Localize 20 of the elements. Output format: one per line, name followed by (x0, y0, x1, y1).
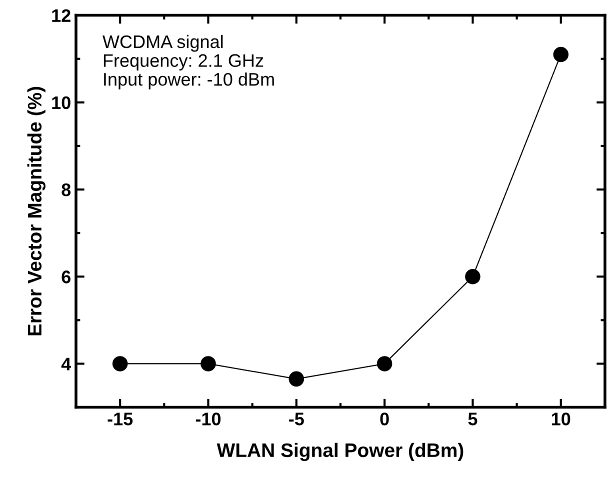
x-tick-label: -5 (289, 412, 304, 426)
point (553, 46, 569, 62)
x-tick-label: 10 (552, 412, 570, 426)
point (112, 356, 128, 372)
point (376, 356, 392, 372)
y-tick-label: 10 (52, 96, 70, 110)
y-tick-label: 8 (62, 183, 71, 196)
point (200, 356, 216, 372)
point (465, 268, 480, 284)
y-tick-label: 6 (62, 270, 70, 284)
y-axis-title: Error Vector Magnitude (%) (27, 86, 46, 336)
x-tick-label: -10 (196, 412, 221, 426)
point (288, 371, 304, 387)
x-axis-title: WLAN Signal Power (dBm) (216, 442, 464, 462)
y-tick-label: 12 (52, 9, 70, 22)
y-tick-label: 4 (61, 358, 72, 370)
x-tick-label: 0 (380, 412, 389, 426)
annotation: WCDMA signal Frequency: 2.1 GHz Input power: -10 dBm (102, 34, 274, 90)
x-tick-label: -15 (108, 412, 133, 426)
x-tick-label: 5 (468, 412, 478, 426)
